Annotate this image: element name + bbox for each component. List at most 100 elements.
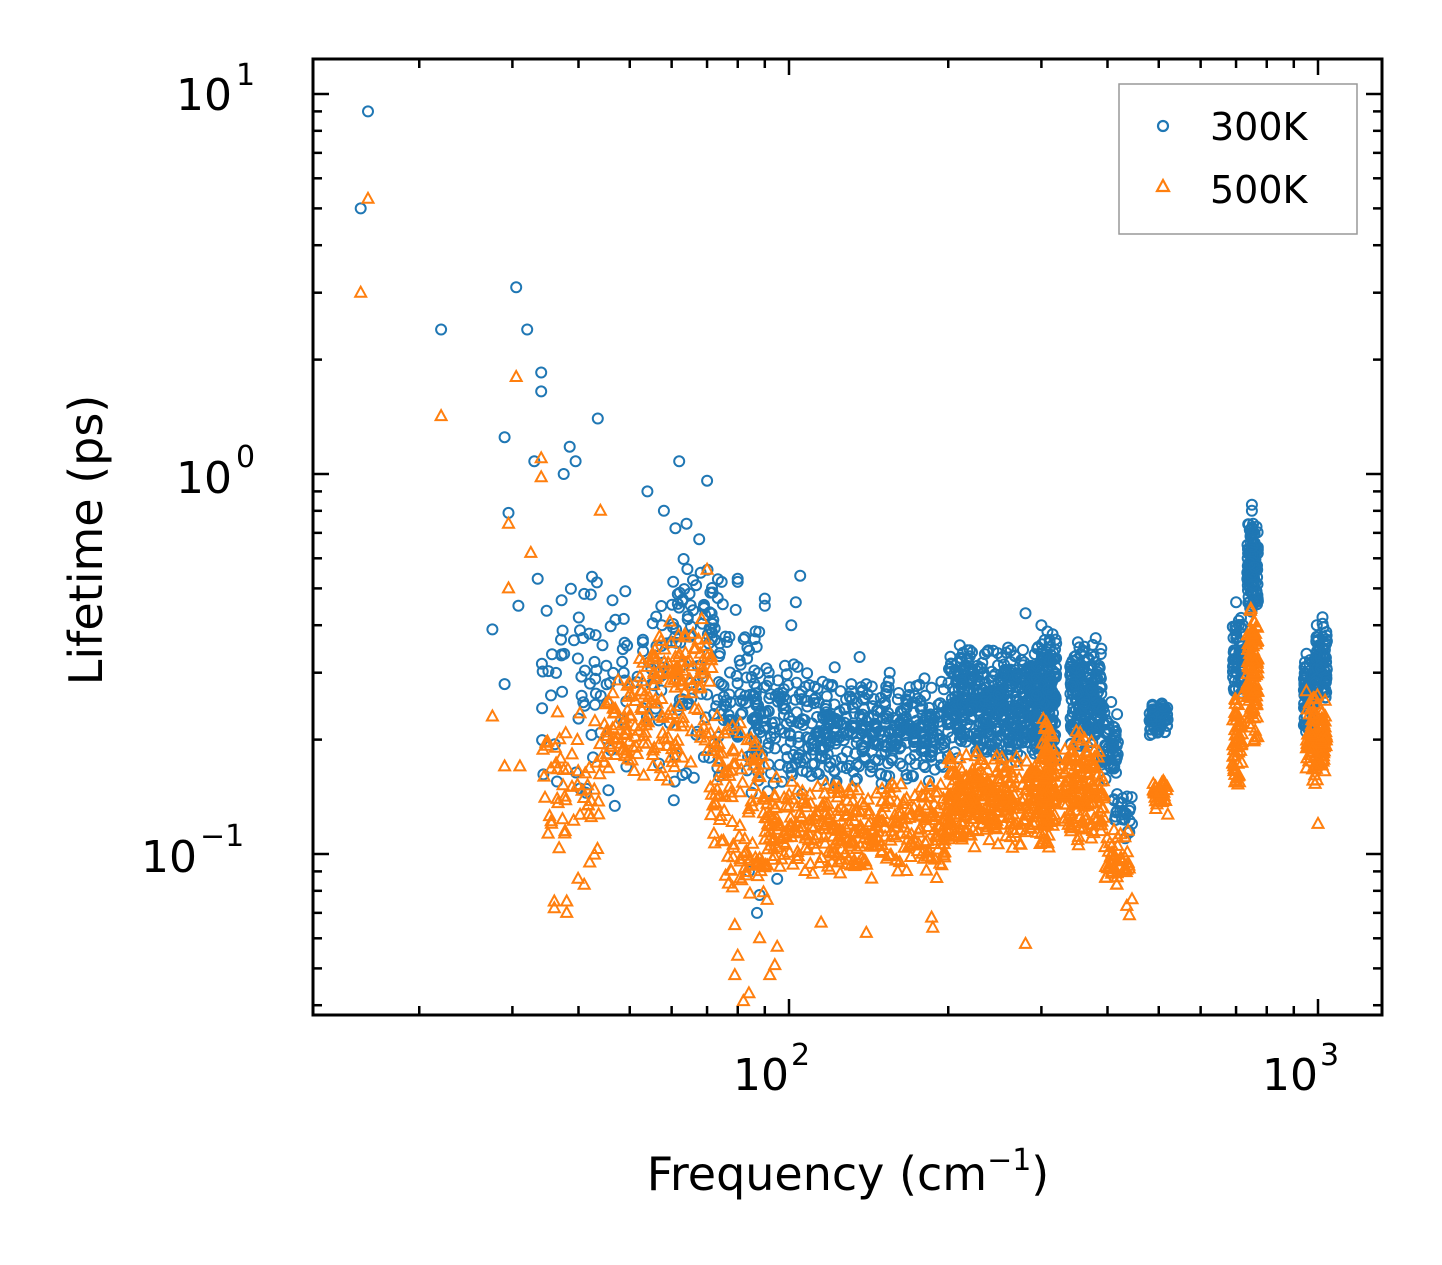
point-500K-1398 <box>1061 810 1076 824</box>
point-300K-49 <box>1310 619 1323 632</box>
point-500K-1081 <box>987 751 1002 765</box>
point-300K-1676 <box>1111 708 1124 721</box>
point-500K-1535 <box>1230 719 1245 733</box>
point-300K-1695 <box>1111 736 1124 749</box>
point-300K-7 <box>498 431 511 444</box>
point-500K-717 <box>828 835 843 849</box>
point-500K-761 <box>882 791 897 805</box>
point-500K-35 <box>1119 897 1134 911</box>
point-300K-1851 <box>1227 646 1240 659</box>
point-300K-180 <box>589 698 601 711</box>
point-500K-1620 <box>1246 638 1261 652</box>
point-500K-184 <box>605 685 620 699</box>
point-300K-1214 <box>961 644 974 657</box>
point-500K-215 <box>606 700 621 714</box>
point-500K-53 <box>572 705 588 719</box>
point-300K-1348 <box>1041 625 1054 638</box>
point-300K-391 <box>795 685 808 698</box>
point-300K-23 <box>680 517 693 530</box>
point-500K-772 <box>816 798 832 812</box>
y-tick-exp-1e-1: −1 <box>200 819 244 854</box>
point-300K-768 <box>904 720 917 733</box>
point-500K-1164 <box>991 773 1006 787</box>
x-tick-label-1e2: 10 <box>733 1050 789 1101</box>
point-300K-730 <box>817 712 830 725</box>
legend-marker-500k <box>1155 177 1171 193</box>
point-500K-1165 <box>1006 800 1021 814</box>
point-500K-160 <box>627 762 642 776</box>
point-300K-687 <box>828 698 841 711</box>
point-300K-288 <box>725 714 738 727</box>
point-500K-370 <box>705 742 720 756</box>
point-500K-417 <box>724 862 739 876</box>
point-500K-685 <box>781 799 796 813</box>
point-500K-298 <box>661 655 676 669</box>
point-500K-204 <box>697 712 712 726</box>
point-500K-752 <box>821 843 837 857</box>
point-500K-228 <box>662 674 678 688</box>
point-300K-1449 <box>1030 689 1043 702</box>
legend-label-500k: 500K <box>1210 168 1309 212</box>
point-500K-386 <box>725 879 740 893</box>
point-500K-674 <box>899 862 914 876</box>
point-300K-1438 <box>1044 671 1057 683</box>
point-500K-70 <box>540 733 555 747</box>
point-500K-466 <box>830 802 845 816</box>
point-500K-1001 <box>990 836 1006 850</box>
point-500K-236 <box>669 740 684 754</box>
point-300K-57 <box>616 655 629 668</box>
point-300K-1213 <box>992 688 1005 701</box>
point-500K-874 <box>967 839 982 853</box>
point-500K-27 <box>767 957 782 971</box>
point-300K-1611 <box>1089 694 1102 706</box>
point-500K-474 <box>789 798 805 812</box>
point-500K-408 <box>756 884 771 898</box>
point-300K-95 <box>571 652 584 665</box>
point-500K-188 <box>598 696 614 710</box>
point-300K-1629 <box>1078 698 1091 710</box>
point-300K-33 <box>771 872 784 885</box>
point-500K-1372 <box>1084 733 1099 747</box>
point-300K-1056 <box>944 650 957 663</box>
point-500K-1480 <box>1149 796 1165 810</box>
point-300K-37 <box>883 666 896 679</box>
point-300K-2 <box>435 323 448 336</box>
point-500K-404 <box>742 885 758 899</box>
point-500K-1750 <box>1305 740 1321 754</box>
point-300K-1187 <box>951 656 964 669</box>
point-300K-612 <box>934 697 947 710</box>
point-500K-755 <box>848 802 863 816</box>
point-500K-234 <box>667 759 682 773</box>
point-500K-821 <box>1019 753 1034 767</box>
point-300K-1221 <box>997 668 1010 681</box>
point-500K-791 <box>784 829 799 843</box>
point-500K-153 <box>604 738 619 752</box>
point-500K-1757 <box>1314 711 1330 725</box>
point-500K-107 <box>653 767 669 781</box>
point-500K-795 <box>876 799 892 813</box>
point-300K-1790 <box>1152 725 1165 738</box>
point-500K-4 <box>534 450 549 464</box>
point-500K-1235 <box>1042 795 1058 809</box>
point-300K-1626 <box>1084 668 1096 681</box>
point-500K-906 <box>969 744 985 758</box>
point-500K-1050 <box>1010 757 1025 771</box>
point-300K-273 <box>711 761 724 774</box>
point-500K-765 <box>927 851 943 865</box>
point-500K-33 <box>1018 935 1033 949</box>
point-500K-1382 <box>1073 724 1088 738</box>
point-500K-162 <box>672 698 687 712</box>
point-500K-6 <box>501 515 516 529</box>
point-300K-89 <box>677 553 690 565</box>
point-500K-59 <box>536 768 552 782</box>
point-500K-376 <box>746 752 761 766</box>
point-500K-159 <box>655 725 670 739</box>
point-300K-1789 <box>1145 715 1158 728</box>
point-500K-1119 <box>970 769 985 783</box>
point-500K-1634 <box>1246 642 1261 656</box>
point-500K-203 <box>655 709 671 723</box>
point-500K-1442 <box>1104 865 1119 879</box>
point-500K-7 <box>523 544 538 558</box>
point-300K-1108 <box>957 691 970 704</box>
point-500K-1719 <box>1307 775 1323 789</box>
